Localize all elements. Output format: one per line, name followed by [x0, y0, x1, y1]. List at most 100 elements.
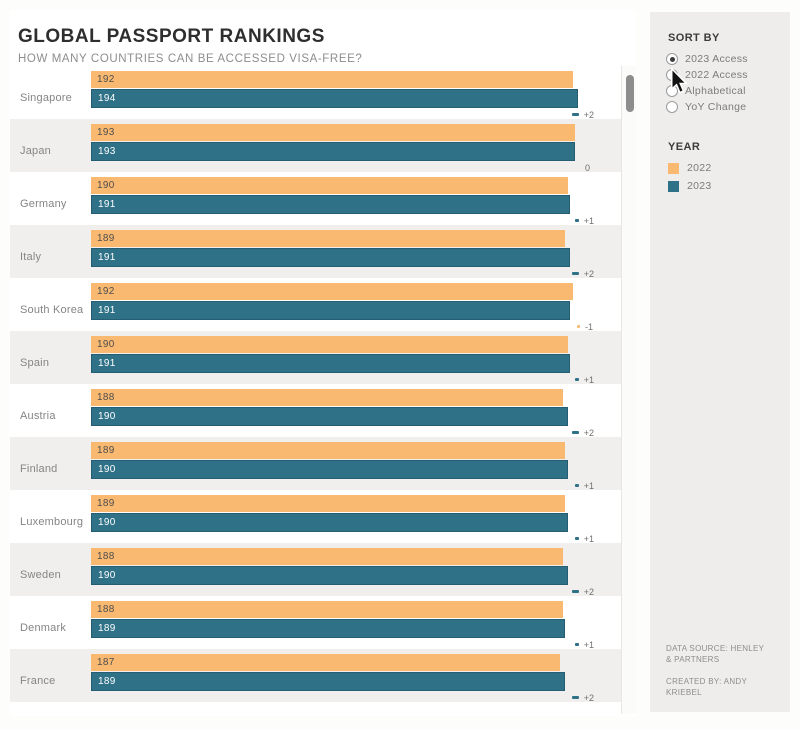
country-row-south-korea: South Korea 192 191 -1 [10, 278, 622, 332]
bar-2022-france[interactable]: 187 [91, 654, 560, 671]
year-heading: YEAR [668, 141, 701, 153]
country-row-luxembourg: Luxembourg 189 190 +1 [10, 490, 622, 544]
bar-value-label: 189 [97, 233, 115, 244]
yoy-change-germany: +1 [91, 215, 594, 226]
bar-2023-finland[interactable]: 190 [91, 460, 568, 479]
bar-2022-sweden[interactable]: 188 [91, 548, 563, 565]
bar-2022-italy[interactable]: 189 [91, 230, 565, 247]
bar-2022-austria[interactable]: 188 [91, 389, 563, 406]
bar-2022-south-korea[interactable]: 192 [91, 283, 573, 300]
yoy-change-label: +2 [583, 586, 594, 597]
bar-2022-spain[interactable]: 190 [91, 336, 568, 353]
yoy-change-finland: +1 [91, 480, 594, 491]
yoy-change-bar[interactable] [571, 431, 579, 434]
radio-button-yoy-change[interactable] [666, 101, 678, 113]
bar-2022-germany[interactable]: 190 [91, 177, 568, 194]
country-label-spain: Spain [20, 357, 50, 369]
country-label-south-korea: South Korea [20, 304, 84, 316]
yoy-change-austria: +2 [91, 427, 594, 438]
bar-2022-finland[interactable]: 189 [91, 442, 565, 459]
bar-2023-austria[interactable]: 190 [91, 407, 568, 426]
country-row-france: France 187 189 +2 [10, 649, 622, 703]
scrollbar-track[interactable] [621, 66, 636, 714]
yoy-change-spain: +1 [91, 374, 594, 385]
bar-value-label: 191 [98, 199, 116, 210]
bar-value-label: 192 [97, 74, 115, 85]
yoy-change-label: +1 [583, 639, 594, 650]
yoy-change-bar[interactable] [575, 484, 579, 487]
country-row-sweden: Sweden 188 190 +2 [10, 543, 622, 597]
bar-2023-denmark[interactable]: 189 [91, 619, 565, 638]
yoy-change-label: +2 [583, 268, 594, 279]
sort-option-alphabetical[interactable]: Alphabetical [666, 83, 748, 99]
yoy-change-france: +2 [91, 692, 594, 703]
country-label-italy: Italy [20, 251, 42, 263]
country-label-luxembourg: Luxembourg [20, 516, 84, 528]
bar-value-label: 188 [97, 392, 115, 403]
bar-2023-luxembourg[interactable]: 190 [91, 513, 568, 532]
yoy-change-bar[interactable] [575, 537, 579, 540]
bar-2022-japan[interactable]: 193 [91, 124, 575, 141]
bar-2023-south-korea[interactable]: 191 [91, 301, 570, 320]
bar-2023-germany[interactable]: 191 [91, 195, 570, 214]
yoy-change-bar[interactable] [575, 219, 579, 222]
bar-2022-luxembourg[interactable]: 189 [91, 495, 565, 512]
yoy-change-label: +2 [583, 692, 594, 703]
bar-value-label: 190 [98, 411, 116, 422]
page-subtitle: HOW MANY COUNTRIES CAN BE ACCESSED VISA-… [18, 53, 363, 65]
legend-item-2023[interactable]: 2023 [668, 177, 712, 195]
yoy-change-bar[interactable] [575, 643, 579, 646]
bar-2022-denmark[interactable]: 188 [91, 601, 563, 618]
country-row-japan: Japan 193 193 0 [10, 119, 622, 173]
scrollbar-thumb[interactable] [626, 75, 634, 112]
sort-option-yoy-change[interactable]: YoY Change [666, 99, 748, 115]
country-label-france: France [20, 675, 56, 687]
yoy-change-label: +1 [583, 374, 594, 385]
bar-value-label: 189 [97, 445, 115, 456]
yoy-change-bar[interactable] [575, 378, 579, 381]
yoy-change-bar[interactable] [571, 113, 579, 116]
sort-option-label: 2022 Access [685, 69, 748, 81]
data-source-credit: DATA SOURCE: HENLEY & PARTNERS [666, 644, 765, 664]
bar-2023-france[interactable]: 189 [91, 672, 565, 691]
bar-value-label: 190 [97, 180, 115, 191]
bar-2023-sweden[interactable]: 190 [91, 566, 568, 585]
bar-2022-singapore[interactable]: 192 [91, 71, 573, 88]
yoy-change-luxembourg: +1 [91, 533, 594, 544]
country-row-finland: Finland 189 190 +1 [10, 437, 622, 491]
yoy-change-label: +1 [583, 215, 594, 226]
country-label-sweden: Sweden [20, 569, 61, 581]
radio-button-2023-access-selected[interactable] [666, 53, 678, 65]
yoy-change-bar[interactable] [576, 325, 580, 328]
legend-item-2022[interactable]: 2022 [668, 159, 712, 177]
mouse-cursor [671, 68, 688, 94]
yoy-change-south-korea: -1 [91, 321, 594, 332]
yoy-change-italy: +2 [91, 268, 594, 279]
country-label-germany: Germany [20, 198, 67, 210]
sidebar-footer: DATA SOURCE: HENLEY & PARTNERS CREATED B… [666, 643, 770, 709]
sort-by-heading: SORT BY [668, 32, 720, 44]
chart-panel: GLOBAL PASSPORT RANKINGS HOW MANY COUNTR… [10, 10, 636, 716]
bar-2023-japan[interactable]: 193 [91, 142, 575, 161]
yoy-change-bar[interactable] [571, 272, 579, 275]
created-by-credit: CREATED BY: ANDY KRIEBEL [666, 677, 747, 697]
yoy-change-label: +1 [583, 533, 594, 544]
bar-value-label: 190 [98, 464, 116, 475]
country-row-italy: Italy 189 191 +2 [10, 225, 622, 279]
yoy-change-label: +1 [583, 480, 594, 491]
yoy-change-denmark: +1 [91, 639, 594, 650]
yoy-change-bar[interactable] [571, 696, 579, 699]
country-label-denmark: Denmark [20, 622, 67, 634]
yoy-change-bar[interactable] [571, 590, 579, 593]
bar-2023-spain[interactable]: 191 [91, 354, 570, 373]
yoy-change-sweden: +2 [91, 586, 594, 597]
bar-2023-italy[interactable]: 191 [91, 248, 570, 267]
bar-value-label: 189 [98, 623, 116, 634]
country-row-germany: Germany 190 191 +1 [10, 172, 622, 226]
sort-option-2023-access[interactable]: 2023 Access [666, 51, 748, 67]
bar-value-label: 193 [97, 127, 115, 138]
bar-2023-singapore[interactable]: 194 [91, 89, 578, 108]
legend-swatch-2022 [668, 162, 679, 174]
bar-value-label: 187 [97, 657, 115, 668]
bar-value-label: 189 [97, 498, 115, 509]
